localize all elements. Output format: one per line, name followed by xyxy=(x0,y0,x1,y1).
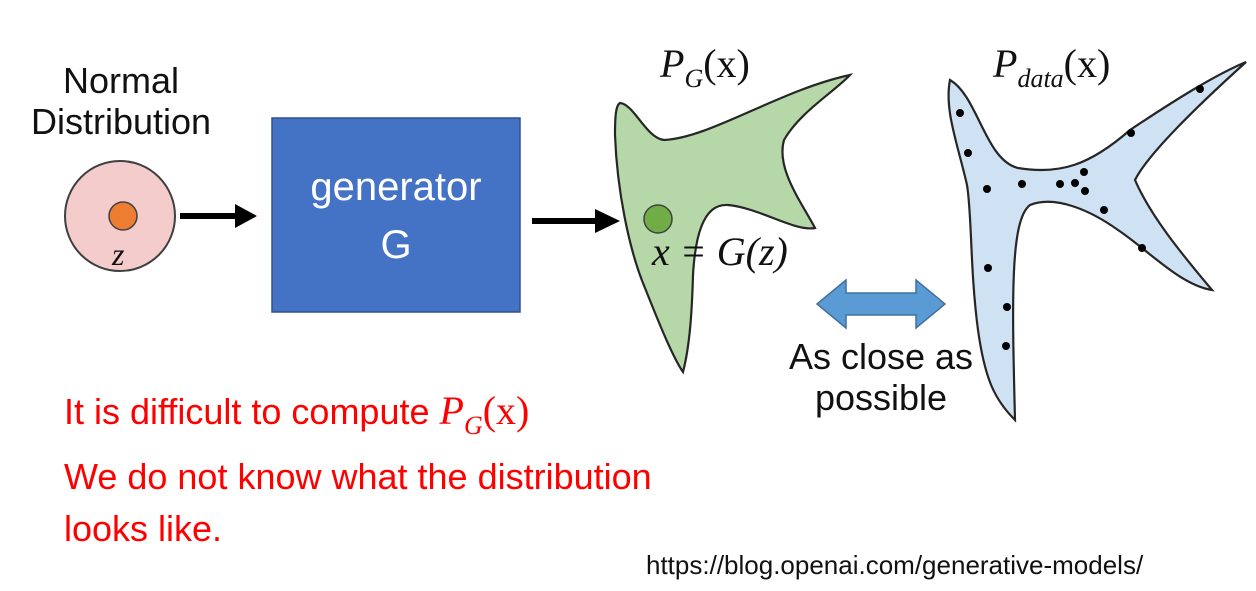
generator-box xyxy=(271,117,521,313)
pg-argument: (x) xyxy=(703,41,750,86)
close-double-arrow xyxy=(815,278,947,330)
note-line-3: looks like. xyxy=(64,508,223,549)
note-pg-symbol: P xyxy=(439,388,464,433)
pdata-argument: (x) xyxy=(1063,41,1111,86)
data-point xyxy=(1056,180,1064,188)
note-line-1-text: It is difficult to compute xyxy=(64,391,440,432)
data-point xyxy=(1138,244,1146,252)
pg-distribution-shape xyxy=(613,73,854,375)
pg-title: PG(x) xyxy=(660,40,750,94)
generator-label-line1: generator xyxy=(310,165,482,209)
data-point xyxy=(1196,85,1204,93)
pdata-distribution-shape xyxy=(947,60,1247,423)
pdata-symbol: P xyxy=(993,41,1018,86)
data-point xyxy=(964,149,972,157)
pdata-sample-dots xyxy=(956,85,1204,350)
x-sample-dot xyxy=(643,204,673,234)
data-point xyxy=(1071,179,1079,187)
data-point xyxy=(1003,303,1011,311)
note-pg-argument: (x) xyxy=(482,388,530,433)
z-sample-dot xyxy=(108,201,138,231)
z-variable-label: z xyxy=(112,236,125,272)
pg-subscript: G xyxy=(684,64,704,93)
note-line-1: It is difficult to compute PG(x) xyxy=(64,387,529,441)
data-point xyxy=(984,264,992,272)
normal-label-line2: Distribution xyxy=(30,101,212,143)
data-point xyxy=(1100,206,1108,214)
data-point xyxy=(956,109,964,117)
data-point xyxy=(1002,342,1010,350)
data-point xyxy=(1081,187,1089,195)
arrow-to-generator-head xyxy=(235,204,257,228)
note-line-2: We do not know what the distribution xyxy=(64,456,652,497)
close-as-possible-label: As close as possible xyxy=(770,336,992,419)
source-url: https://blog.openai.com/generative-model… xyxy=(646,550,1144,580)
data-point xyxy=(1018,180,1026,188)
arrow-to-pg-head xyxy=(595,209,620,233)
data-point xyxy=(1127,129,1135,137)
normal-label-line1: Normal xyxy=(62,60,179,101)
note-pg-subscript: G xyxy=(463,411,483,440)
sample-equation: x = G(z) xyxy=(652,229,788,274)
close-label-line2: possible xyxy=(814,377,948,419)
pdata-subscript: data xyxy=(1017,64,1064,93)
data-point xyxy=(1080,168,1088,176)
pdata-title: Pdata(x) xyxy=(993,40,1110,94)
data-point xyxy=(983,185,991,193)
close-label-line1: As close as xyxy=(788,336,974,377)
generator-label-line2: G xyxy=(380,223,412,267)
generator-label: generator G xyxy=(272,158,520,274)
pg-symbol: P xyxy=(660,41,685,86)
normal-distribution-label: Normal Distribution xyxy=(0,60,242,143)
